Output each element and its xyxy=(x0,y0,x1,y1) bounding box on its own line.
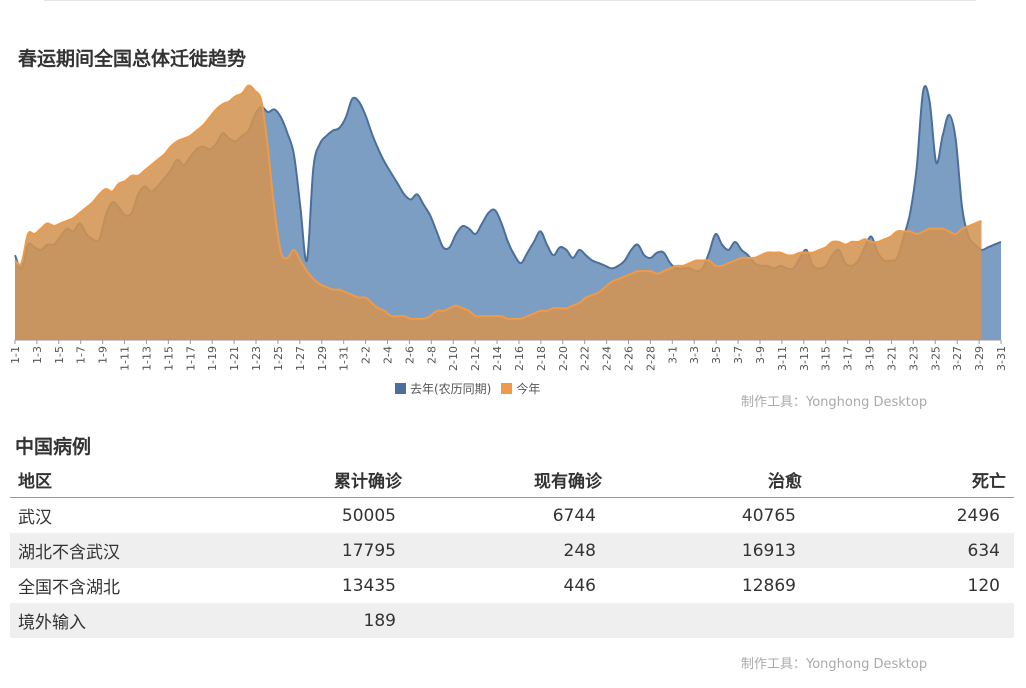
table-row: 全国不含湖北 13435 446 12869 120 xyxy=(10,568,1014,603)
header-cured: 治愈 xyxy=(610,462,810,498)
header-current: 现有确诊 xyxy=(410,462,610,498)
x-tick-label: 1-31 xyxy=(338,346,351,371)
x-tick-label: 3-23 xyxy=(907,346,920,371)
x-tick-label: 2-20 xyxy=(557,346,570,371)
table-header-row: 地区 累计确诊 现有确诊 治愈 死亡 xyxy=(10,462,1014,498)
cell-cumulative: 189 xyxy=(190,603,410,638)
x-tick-label: 2-8 xyxy=(425,346,438,364)
cell-current: 446 xyxy=(563,575,596,596)
series-this-year-line xyxy=(14,84,982,320)
top-divider xyxy=(44,0,976,1)
cell-deaths: 120 xyxy=(967,575,1000,596)
cell-cured: 40765 xyxy=(741,505,796,526)
x-tick-label: 3-15 xyxy=(820,346,833,371)
cell-cured xyxy=(610,603,810,638)
legend-label-last-year: 去年(农历同期) xyxy=(410,382,492,396)
x-tick-label: 3-17 xyxy=(842,346,855,371)
x-tick-label: 3-3 xyxy=(688,346,701,364)
cell-cumulative: 13435 xyxy=(341,575,396,596)
x-tick-label: 1-23 xyxy=(250,346,263,371)
x-tick-label: 2-26 xyxy=(623,346,636,371)
cell-region: 全国不含湖北 xyxy=(18,578,120,598)
cell-cured: 16913 xyxy=(610,533,810,568)
legend-item-last-year[interactable]: 去年(农历同期) xyxy=(395,380,491,397)
x-tick-label: 2-24 xyxy=(601,346,614,371)
header-region: 地区 xyxy=(10,462,190,498)
cell-deaths: 2496 xyxy=(956,505,1000,526)
x-tick-label: 1-11 xyxy=(119,346,132,371)
x-tick-label: 2-6 xyxy=(403,346,416,364)
table-row: 武汉 50005 6744 40765 2496 xyxy=(10,498,1014,534)
table-row: 境外输入 189 xyxy=(10,603,1014,638)
legend-swatch-this-year xyxy=(501,383,513,394)
x-tick-label: 3-25 xyxy=(929,346,942,371)
cell-cumulative: 17795 xyxy=(190,533,410,568)
table-credit: 制作工具：Yonghong Desktop xyxy=(741,657,928,672)
x-tick-label: 1-1 xyxy=(9,346,22,364)
header-deaths: 死亡 xyxy=(810,462,1014,498)
x-tick-label: 1-15 xyxy=(162,346,175,371)
x-tick-label: 1-29 xyxy=(316,346,329,371)
x-tick-label: 1-27 xyxy=(294,346,307,371)
x-tick-label: 1-9 xyxy=(97,346,110,364)
cell-current: 6744 xyxy=(552,505,596,526)
x-tick-label: 1-13 xyxy=(140,346,153,371)
cell-region: 武汉 xyxy=(18,508,52,528)
x-tick-label: 2-4 xyxy=(381,346,394,364)
cell-deaths: 634 xyxy=(810,533,1014,568)
x-tick-label: 1-19 xyxy=(206,346,219,371)
x-tick-label: 3-7 xyxy=(732,346,745,364)
x-tick-label: 2-28 xyxy=(644,346,657,371)
x-tick-label: 3-31 xyxy=(995,346,1008,371)
x-tick-label: 2-14 xyxy=(491,346,504,371)
x-tick-label: 3-21 xyxy=(885,346,898,371)
legend-swatch-last-year xyxy=(395,383,406,394)
cell-region: 湖北不含武汉 xyxy=(10,533,190,568)
x-tick-label: 3-11 xyxy=(776,346,789,371)
cell-current: 248 xyxy=(410,533,610,568)
legend-label-this-year: 今年 xyxy=(516,382,541,396)
x-tick-label: 3-27 xyxy=(951,346,964,371)
migration-chart: 1-1 1-3 1-5 1-7 1-9 1-11 1-13 1-15 1-17 1-19 1-21 1… xyxy=(9,84,1008,371)
table-section-title: 中国病例 xyxy=(15,436,92,458)
x-tick-label: 1-21 xyxy=(228,346,241,371)
x-tick-label: 2-22 xyxy=(579,346,592,371)
x-tick-label: 3-1 xyxy=(666,346,679,364)
x-tick-label: 1-17 xyxy=(184,346,197,371)
x-tick-label: 2-10 xyxy=(447,346,460,371)
cell-deaths xyxy=(810,603,1014,638)
cell-current xyxy=(410,603,610,638)
x-tick-label: 2-16 xyxy=(513,346,526,371)
cell-cured: 12869 xyxy=(741,575,796,596)
cell-cumulative: 50005 xyxy=(341,505,396,526)
x-tick-label: 2-2 xyxy=(360,346,373,364)
series-this-year-area xyxy=(15,85,982,340)
x-tick-label: 3-19 xyxy=(864,346,877,371)
x-tick-label: 1-5 xyxy=(53,346,66,364)
cases-table: 地区 累计确诊 现有确诊 治愈 死亡 武汉 50005 6744 40765 2… xyxy=(10,462,1014,638)
cell-region: 境外输入 xyxy=(10,603,190,638)
legend-item-this-year[interactable]: 今年 xyxy=(501,380,540,397)
x-tick-label: 1-25 xyxy=(272,346,285,371)
x-tick-label: 3-5 xyxy=(710,346,723,364)
x-tick-label: 2-12 xyxy=(469,346,482,371)
x-tick-label: 3-9 xyxy=(754,346,767,364)
x-tick-label: 3-13 xyxy=(798,346,811,371)
table-row: 湖北不含武汉 17795 248 16913 634 xyxy=(10,533,1014,568)
x-tick-label: 3-29 xyxy=(973,346,986,371)
x-tick-label: 1-3 xyxy=(31,346,44,364)
chart-credit: 制作工具：Yonghong Desktop xyxy=(741,395,928,410)
x-tick-label: 2-18 xyxy=(535,346,548,371)
chart-title: 春运期间全国总体迁徙趋势 xyxy=(18,48,247,70)
header-cumulative: 累计确诊 xyxy=(190,462,410,498)
chart-legend: 去年(农历同期) 今年 xyxy=(395,380,540,397)
x-tick-label: 1-7 xyxy=(75,346,88,364)
